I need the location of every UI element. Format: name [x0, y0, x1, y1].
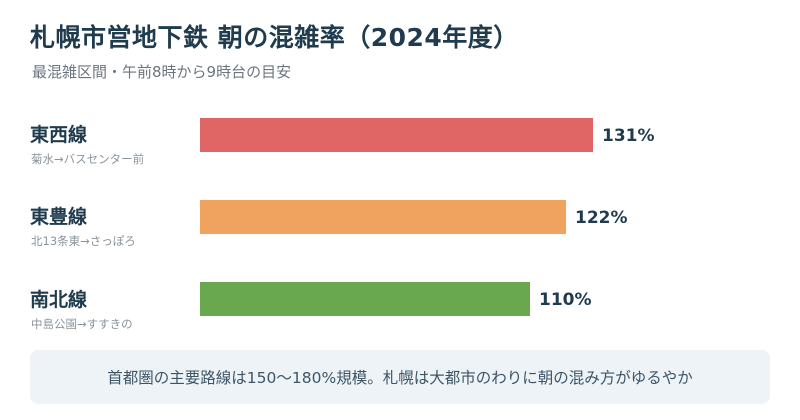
chart-title: 札幌市営地下鉄 朝の混雑率（2024年度） [30, 23, 519, 52]
footnote-box: 首都圏の主要路線は150〜180%規模。札幌は大都市のわりに朝の混み方がゆるやか [30, 350, 770, 404]
footnote-text: 首都圏の主要路線は150〜180%規模。札幌は大都市のわりに朝の混み方がゆるやか [107, 369, 693, 387]
category-label-nanboku: 南北線 [30, 289, 88, 311]
bar-nanboku [200, 282, 530, 316]
category-label-toho: 東豊線 [30, 206, 88, 228]
bar-tozai [200, 118, 593, 152]
section-label-toho: 北13条東→さっぽろ [31, 234, 136, 248]
section-label-tozai: 菊水→バスセンター前 [31, 152, 145, 166]
bar-toho [200, 200, 566, 234]
value-label-nanboku: 110% [539, 290, 592, 310]
value-label-toho: 122% [575, 208, 628, 228]
chart-subtitle: 最混雑区間・午前8時から9時台の目安 [32, 63, 292, 81]
category-label-tozai: 東西線 [30, 124, 88, 146]
value-label-tozai: 131% [602, 126, 655, 146]
section-label-nanboku: 中島公園→すすきの [31, 317, 133, 331]
